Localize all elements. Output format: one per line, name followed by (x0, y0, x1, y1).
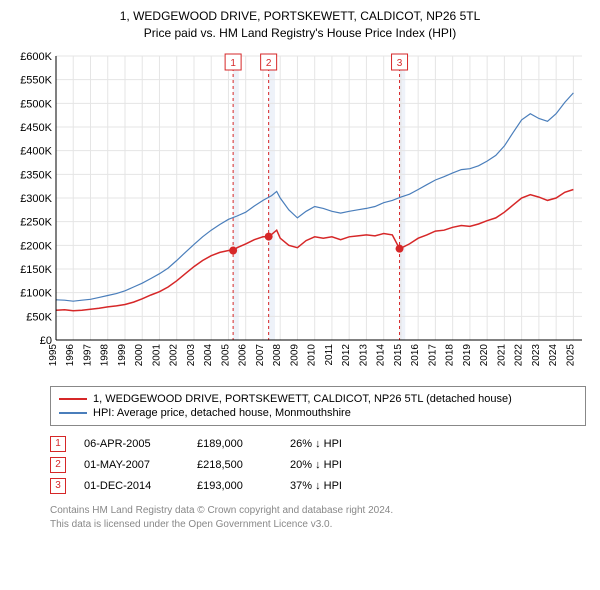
svg-text:£350K: £350K (20, 169, 52, 181)
event-row: 2 01-MAY-2007 £218,500 20% ↓ HPI (50, 457, 586, 473)
events-table: 1 06-APR-2005 £189,000 26% ↓ HPI 2 01-MAY-200… (50, 436, 586, 494)
svg-text:2022: 2022 (514, 343, 525, 366)
svg-text:1995: 1995 (48, 343, 59, 366)
legend-swatch (59, 412, 87, 414)
svg-text:2023: 2023 (531, 343, 542, 366)
svg-text:1997: 1997 (82, 343, 93, 366)
svg-text:£450K: £450K (20, 122, 52, 134)
svg-text:£600K: £600K (20, 51, 52, 63)
event-delta: 20% ↓ HPI (290, 459, 385, 471)
svg-text:£100K: £100K (20, 287, 52, 299)
svg-text:2020: 2020 (479, 343, 490, 366)
svg-text:2021: 2021 (496, 343, 507, 366)
svg-text:£400K: £400K (20, 145, 52, 157)
svg-text:£200K: £200K (20, 240, 52, 252)
svg-text:2014: 2014 (376, 343, 387, 366)
svg-text:2002: 2002 (169, 343, 180, 366)
price-chart: £0£50K£100K£150K£200K£250K£300K£350K£400… (10, 48, 590, 378)
event-row: 1 06-APR-2005 £189,000 26% ↓ HPI (50, 436, 586, 452)
svg-text:2017: 2017 (427, 343, 438, 366)
svg-text:2019: 2019 (462, 343, 473, 366)
footer: Contains HM Land Registry data © Crown c… (50, 504, 586, 532)
event-row: 3 01-DEC-2014 £193,000 37% ↓ HPI (50, 478, 586, 494)
legend-swatch (59, 398, 87, 400)
event-date: 06-APR-2005 (84, 438, 179, 450)
title-line-1: 1, WEDGEWOOD DRIVE, PORTSKEWETT, CALDICO… (10, 8, 590, 25)
svg-text:1996: 1996 (65, 343, 76, 366)
svg-text:2008: 2008 (272, 343, 283, 366)
svg-text:£50K: £50K (26, 311, 52, 323)
legend-label: HPI: Average price, detached house, Monm… (93, 407, 351, 419)
event-date: 01-MAY-2007 (84, 459, 179, 471)
svg-text:£150K: £150K (20, 264, 52, 276)
svg-text:1998: 1998 (100, 343, 111, 366)
svg-text:2024: 2024 (548, 343, 559, 366)
svg-text:2011: 2011 (324, 343, 335, 365)
svg-text:2003: 2003 (186, 343, 197, 366)
svg-text:2010: 2010 (307, 343, 318, 366)
event-marker: 2 (50, 457, 66, 473)
svg-text:1: 1 (230, 58, 236, 69)
event-price: £193,000 (197, 480, 272, 492)
svg-text:1999: 1999 (117, 343, 128, 366)
event-date: 01-DEC-2014 (84, 480, 179, 492)
footer-line-1: Contains HM Land Registry data © Crown c… (50, 504, 586, 518)
svg-text:2025: 2025 (565, 343, 576, 366)
svg-text:£500K: £500K (20, 98, 52, 110)
svg-text:2000: 2000 (134, 343, 145, 366)
chart-title-block: 1, WEDGEWOOD DRIVE, PORTSKEWETT, CALDICO… (10, 8, 590, 42)
legend-item: 1, WEDGEWOOD DRIVE, PORTSKEWETT, CALDICO… (59, 393, 577, 405)
legend: 1, WEDGEWOOD DRIVE, PORTSKEWETT, CALDICO… (50, 386, 586, 426)
svg-text:2007: 2007 (255, 343, 266, 366)
svg-text:2018: 2018 (445, 343, 456, 366)
svg-text:2: 2 (266, 58, 272, 69)
svg-text:£300K: £300K (20, 193, 52, 205)
svg-text:2012: 2012 (341, 343, 352, 366)
event-price: £218,500 (197, 459, 272, 471)
event-delta: 26% ↓ HPI (290, 438, 385, 450)
svg-text:2004: 2004 (203, 343, 214, 366)
svg-text:2005: 2005 (220, 343, 231, 366)
svg-text:3: 3 (397, 58, 403, 69)
svg-text:2001: 2001 (151, 343, 162, 366)
svg-text:2006: 2006 (238, 343, 249, 366)
event-delta: 37% ↓ HPI (290, 480, 385, 492)
svg-text:2013: 2013 (358, 343, 369, 366)
chart-svg: £0£50K£100K£150K£200K£250K£300K£350K£400… (10, 48, 590, 378)
event-marker: 3 (50, 478, 66, 494)
footer-line-2: This data is licensed under the Open Gov… (50, 518, 586, 532)
legend-item: HPI: Average price, detached house, Monm… (59, 407, 577, 419)
svg-text:2015: 2015 (393, 343, 404, 366)
svg-text:2016: 2016 (410, 343, 421, 366)
title-line-2: Price paid vs. HM Land Registry's House … (10, 25, 590, 42)
svg-text:2009: 2009 (289, 343, 300, 366)
legend-label: 1, WEDGEWOOD DRIVE, PORTSKEWETT, CALDICO… (93, 393, 512, 405)
svg-text:£550K: £550K (20, 74, 52, 86)
svg-text:£250K: £250K (20, 216, 52, 228)
event-price: £189,000 (197, 438, 272, 450)
event-marker: 1 (50, 436, 66, 452)
